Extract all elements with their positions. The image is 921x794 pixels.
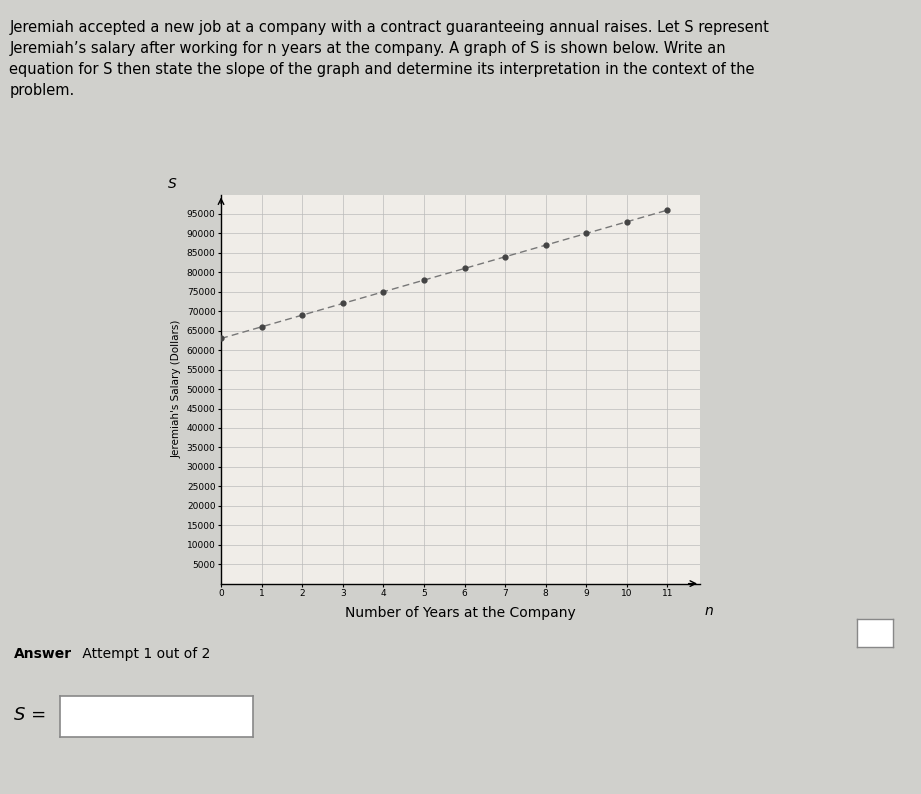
Text: Answer: Answer <box>14 647 72 661</box>
Y-axis label: Jeremiah's Salary (Dollars): Jeremiah's Salary (Dollars) <box>171 320 181 458</box>
Text: Jeremiah accepted a new job at a company with a contract guaranteeing annual rai: Jeremiah accepted a new job at a company… <box>9 20 769 98</box>
Text: Attempt 1 out of 2: Attempt 1 out of 2 <box>78 647 211 661</box>
X-axis label: Number of Years at the Company: Number of Years at the Company <box>345 607 576 620</box>
Text: S =: S = <box>14 706 46 723</box>
Text: n: n <box>704 603 713 618</box>
Text: S: S <box>168 176 177 191</box>
